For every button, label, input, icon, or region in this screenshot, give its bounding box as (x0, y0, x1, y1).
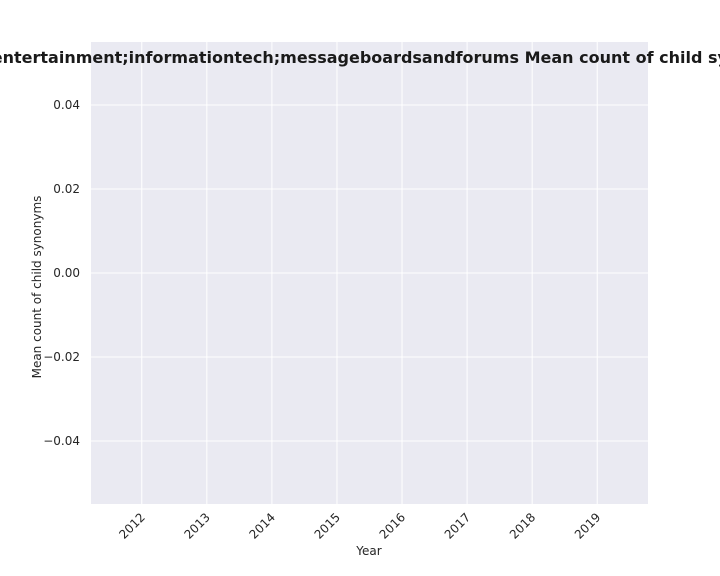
y-tick-label: −0.04 (43, 434, 80, 448)
x-tick-label: 2016 (377, 510, 408, 541)
x-tick-label: 2017 (442, 510, 473, 541)
x-tick-label: 2018 (507, 510, 538, 541)
x-tick-label: 2012 (116, 510, 147, 541)
y-tick-label: −0.02 (43, 350, 80, 364)
y-tick-label: 0.04 (53, 98, 80, 112)
y-axis-label: Mean count of child synonyms (30, 196, 44, 379)
chart-title: ed to entertainment;informationtech;mess… (0, 48, 720, 67)
x-axis-label: Year (355, 544, 381, 558)
x-tick-label: 2013 (181, 510, 212, 541)
y-tick-label: 0.02 (53, 182, 80, 196)
x-tick-label: 2015 (312, 510, 343, 541)
y-tick-labels: 0.04 0.02 0.00 −0.02 −0.04 (43, 98, 80, 448)
y-gridlines (91, 104, 648, 442)
y-tick-label: 0.00 (53, 266, 80, 280)
x-tick-label: 2019 (572, 510, 603, 541)
x-tick-labels: 2012 2013 2014 2015 2016 2017 2018 2019 (116, 510, 603, 541)
x-tick-label: 2014 (247, 510, 278, 541)
